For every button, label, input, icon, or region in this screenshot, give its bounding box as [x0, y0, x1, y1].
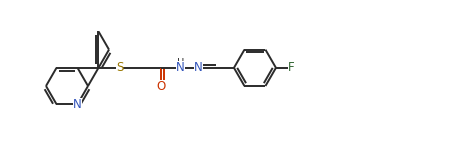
Text: N: N — [73, 98, 82, 111]
Text: N: N — [176, 61, 185, 74]
Text: H: H — [176, 58, 184, 68]
Text: F: F — [288, 61, 294, 74]
Text: O: O — [157, 80, 166, 93]
Text: S: S — [116, 61, 123, 74]
Text: N: N — [193, 61, 202, 74]
